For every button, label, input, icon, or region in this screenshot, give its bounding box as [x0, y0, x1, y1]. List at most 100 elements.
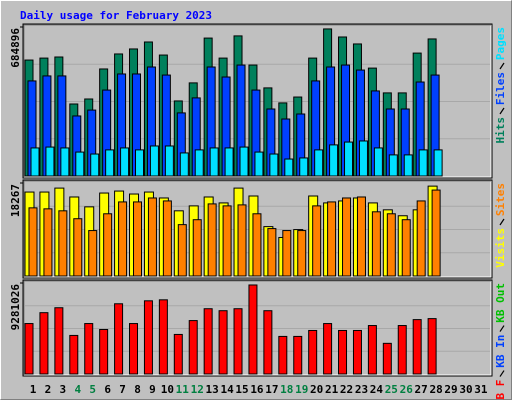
x-tick-label: 23: [355, 383, 368, 396]
x-tick-label: 17: [265, 383, 278, 396]
bar: [177, 224, 187, 277]
bar: [179, 152, 189, 177]
x-tick-label: 5: [89, 383, 96, 396]
legend-label: KB Out: [494, 283, 507, 323]
frame-dark: [23, 24, 491, 177]
x-tick-label: 11: [176, 383, 190, 396]
x-tick-label: 4: [74, 383, 81, 396]
bar: [416, 200, 426, 277]
bar: [143, 300, 153, 375]
x-tick-label: 24: [370, 383, 384, 396]
bar: [386, 213, 396, 277]
legend-separator: [499, 107, 505, 115]
x-tick-label: 19: [295, 383, 308, 396]
bar: [297, 230, 307, 277]
x-tick-label: 27: [415, 383, 428, 396]
legend-label: Files: [494, 72, 507, 105]
bar: [164, 145, 174, 177]
x-tick-label: 13: [206, 383, 219, 396]
y-tick-label: 684896: [9, 28, 22, 68]
frame-light: [24, 281, 492, 376]
bar: [60, 147, 70, 177]
bar: [314, 149, 324, 177]
bar: [135, 149, 145, 177]
bar: [431, 189, 441, 277]
bar: [338, 329, 348, 375]
bar: [278, 335, 288, 375]
x-tick-label: 9: [149, 383, 156, 396]
chart-title: Daily usage for February 2023: [20, 9, 212, 22]
bar: [329, 144, 339, 177]
x-tick-label: 14: [220, 383, 234, 396]
bar: [69, 334, 79, 375]
bar: [282, 230, 292, 277]
bar: [269, 153, 279, 177]
bar: [342, 197, 352, 277]
x-tick-label: 12: [191, 383, 204, 396]
bar: [192, 219, 202, 277]
bar: [312, 205, 322, 277]
bar: [105, 149, 115, 177]
x-tick-label: 26: [400, 383, 414, 396]
bar: [84, 323, 94, 375]
bar: [173, 333, 183, 375]
bar: [203, 308, 213, 375]
bar: [43, 208, 53, 277]
legend-label: Sites: [494, 183, 507, 216]
x-tick-label: 10: [161, 383, 174, 396]
x-tick-label: 22: [340, 383, 353, 396]
x-tick-label: 2: [45, 383, 52, 396]
x-tick-label: 7: [119, 383, 126, 396]
bar: [73, 218, 83, 277]
legend-label: Pages: [494, 27, 507, 60]
bar: [54, 307, 64, 375]
bar: [237, 204, 247, 277]
bar: [194, 149, 204, 177]
bar: [207, 203, 217, 277]
bar: [39, 312, 49, 375]
bar: [58, 210, 68, 277]
bar: [388, 154, 398, 177]
bar: [263, 310, 273, 375]
bar: [308, 329, 318, 375]
bar: [129, 323, 139, 375]
x-tick-label: 29: [444, 383, 457, 396]
bar: [367, 325, 377, 375]
bar: [248, 284, 258, 375]
frame-light: [24, 25, 492, 178]
bar: [222, 205, 232, 277]
bar: [75, 151, 85, 177]
bar: [114, 303, 124, 375]
bar: [147, 197, 157, 277]
x-tick-label: 30: [459, 383, 472, 396]
bar: [233, 308, 243, 375]
y-tick-label: 18267: [9, 184, 22, 217]
legend-label: Hits: [494, 117, 507, 144]
legend-label: Visits: [494, 228, 507, 268]
bar: [103, 213, 113, 277]
bar: [30, 147, 40, 177]
legend-separator: [499, 325, 505, 332]
bar: [427, 318, 437, 375]
y-tick-label: 9281026: [9, 284, 22, 331]
bar: [433, 149, 443, 177]
x-tick-label: 20: [310, 383, 323, 396]
bar: [344, 141, 354, 177]
bar: [284, 158, 294, 177]
bar: [401, 219, 411, 277]
legend-label: KB In: [494, 335, 507, 368]
legend-separator: [499, 370, 505, 377]
bar: [133, 201, 143, 277]
x-tick-label: 25: [385, 383, 398, 396]
bar: [418, 149, 428, 177]
bar: [371, 211, 381, 277]
bar: [120, 147, 130, 177]
x-tick-label: 8: [134, 383, 141, 396]
x-tick-label: 18: [280, 383, 293, 396]
x-tick-label: 28: [429, 383, 442, 396]
x-tick-label: 3: [60, 383, 67, 396]
bar: [218, 310, 228, 375]
x-tick-label: 21: [325, 383, 339, 396]
bar: [403, 154, 413, 177]
bar: [99, 328, 109, 375]
